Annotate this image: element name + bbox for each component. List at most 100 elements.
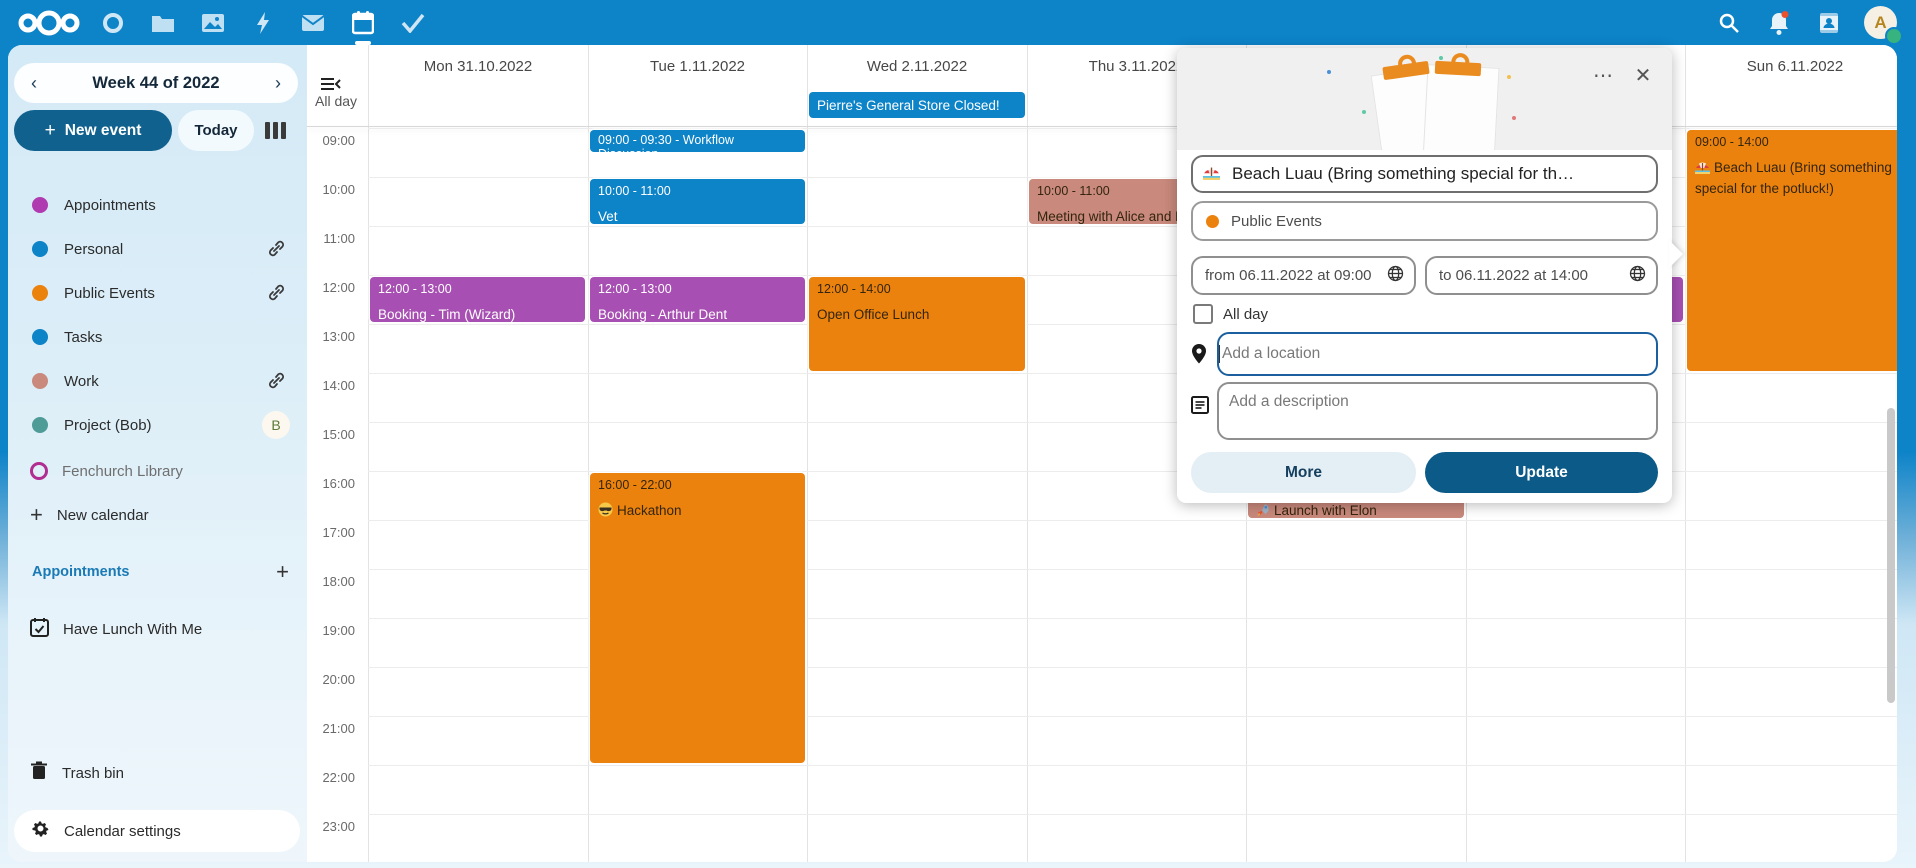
- search-icon[interactable]: [1714, 8, 1744, 38]
- time-label: 20:00: [322, 672, 355, 687]
- day-header[interactable]: Sun 6.11.2022: [1746, 57, 1844, 75]
- all-day-checkbox[interactable]: All day: [1193, 304, 1268, 324]
- calendar-picker-select[interactable]: Public Events: [1191, 201, 1658, 241]
- time-label: 14:00: [322, 378, 355, 393]
- event-booking-arthur[interactable]: 12:00 - 13:00 Booking - Arthur Dent: [590, 277, 805, 322]
- next-week-button[interactable]: ›: [275, 72, 281, 93]
- time-label: 12:00: [322, 280, 355, 295]
- sunglasses-emoji-icon: [598, 502, 613, 522]
- sidebar-calendar-project-bob[interactable]: Project (Bob) B: [14, 405, 300, 445]
- sidebar-calendar-tasks[interactable]: Tasks: [14, 317, 300, 357]
- day-header[interactable]: Wed 2.11.2022: [866, 57, 968, 75]
- vertical-scrollbar-thumb[interactable]: [1887, 408, 1895, 703]
- end-datetime-button[interactable]: to 06.11.2022 at 14:00: [1425, 256, 1658, 295]
- calendar-color-dot: [32, 417, 48, 433]
- new-calendar-button[interactable]: + New calendar: [30, 502, 149, 527]
- start-datetime-button[interactable]: from 06.11.2022 at 09:00: [1191, 256, 1416, 295]
- activity-app-icon[interactable]: [248, 8, 278, 38]
- time-label: 15:00: [322, 427, 355, 442]
- trash-icon: [31, 761, 47, 785]
- calendar-app-icon[interactable]: [348, 8, 378, 38]
- photos-app-icon[interactable]: [198, 8, 228, 38]
- calendar-color-dot: [32, 329, 48, 345]
- sidebar: ‹ Week 44 of 2022 › + New event Today Ap…: [8, 45, 307, 862]
- time-label: 23:00: [322, 819, 355, 834]
- tasks-app-icon[interactable]: [398, 8, 428, 38]
- time-label: 10:00: [322, 182, 355, 197]
- event-booking-tim[interactable]: 12:00 - 13:00 Booking - Tim (Wizard): [370, 277, 585, 322]
- allday-separator: [307, 126, 1897, 127]
- add-appointment-button[interactable]: +: [276, 559, 289, 584]
- location-input[interactable]: Add a location: [1217, 332, 1658, 376]
- plus-icon: +: [44, 119, 56, 141]
- event-editor-popup: ⋯ ✕ Beach Luau (Bring something special …: [1177, 48, 1672, 503]
- calendar-color-dot: [32, 197, 48, 213]
- avatar-initial: A: [1874, 12, 1887, 32]
- previous-week-button[interactable]: ‹: [31, 72, 37, 93]
- shared-by-avatar: B: [262, 411, 290, 439]
- close-icon[interactable]: ✕: [1634, 64, 1652, 87]
- time-label: 11:00: [323, 231, 355, 246]
- day-header[interactable]: Tue 1.11.2022: [649, 57, 746, 75]
- appointment-config-item[interactable]: Have Lunch With Me: [14, 609, 300, 649]
- share-link-icon: [267, 371, 286, 395]
- gear-icon: [31, 819, 50, 843]
- time-label: 22:00: [322, 770, 355, 785]
- mail-app-icon[interactable]: [298, 8, 328, 38]
- nextcloud-logo[interactable]: [18, 8, 80, 38]
- avatar[interactable]: A: [1864, 6, 1903, 45]
- time-label: 19:00: [322, 623, 355, 638]
- active-app-indicator: [355, 41, 371, 45]
- popup-more-actions-icon[interactable]: ⋯: [1593, 64, 1613, 87]
- calendar-settings-button[interactable]: Calendar settings: [14, 810, 300, 852]
- day-header[interactable]: Thu 3.11.2022: [1088, 57, 1185, 75]
- week-title: Week 44 of 2022: [92, 73, 220, 92]
- all-day-label: All day: [315, 93, 358, 109]
- popup-illustration: [1177, 48, 1672, 150]
- timezone-globe-icon[interactable]: [1387, 265, 1404, 286]
- sidebar-calendar-work[interactable]: Work: [14, 361, 300, 401]
- event-title-input[interactable]: Beach Luau (Bring something special for …: [1191, 155, 1658, 193]
- time-label: 09:00: [322, 133, 355, 148]
- sidebar-calendar-fenchurch-library[interactable]: Fenchurch Library: [14, 451, 300, 491]
- week-navigation: ‹ Week 44 of 2022 ›: [14, 63, 298, 103]
- text-caret: [1219, 345, 1220, 363]
- checkbox-unchecked[interactable]: [1193, 304, 1213, 324]
- time-label: 18:00: [322, 574, 355, 589]
- event-hackathon[interactable]: 16:00 - 22:00 Hackathon: [590, 473, 805, 763]
- calendar-color-dot: [32, 241, 48, 257]
- view-columns-toggle-icon[interactable]: [262, 119, 288, 141]
- trash-bin-button[interactable]: Trash bin: [14, 753, 300, 793]
- event-vet[interactable]: 10:00 - 11:00 Vet: [590, 179, 805, 224]
- timezone-globe-icon[interactable]: [1629, 265, 1646, 286]
- sidebar-calendar-public-events[interactable]: Public Events: [14, 273, 300, 313]
- event-beach-luau[interactable]: 09:00 - 14:00 Beach Luau (Bring somethin…: [1687, 130, 1897, 371]
- dashboard-app-icon[interactable]: [98, 8, 128, 38]
- allday-event[interactable]: Pierre's General Store Closed!: [809, 92, 1025, 118]
- event-open-office-lunch[interactable]: 12:00 - 14:00 Open Office Lunch: [809, 277, 1025, 371]
- more-button[interactable]: More: [1191, 452, 1416, 493]
- calendar-color-dot: [1206, 214, 1219, 228]
- sidebar-calendar-appointments[interactable]: Appointments: [14, 185, 300, 225]
- day-header[interactable]: Mon 31.10.2022: [423, 57, 533, 75]
- calendar-ring-dot: [30, 462, 48, 480]
- beach-emoji-icon: [1203, 163, 1220, 185]
- popup-arrow: [1669, 240, 1683, 268]
- event-workflow-discussion[interactable]: 09:00 - 09:30 - Workflow Discussion: [590, 130, 805, 152]
- time-label: 17:00: [322, 525, 355, 540]
- time-label: 16:00: [322, 476, 355, 491]
- new-event-button[interactable]: + New event: [14, 110, 172, 151]
- calendar-color-dot: [32, 285, 48, 301]
- share-link-icon: [267, 283, 286, 307]
- description-icon: [1191, 396, 1209, 419]
- sidebar-calendar-personal[interactable]: Personal: [14, 229, 300, 269]
- update-button[interactable]: Update: [1425, 452, 1658, 493]
- appointments-section-header: Appointments: [32, 564, 130, 580]
- files-app-icon[interactable]: [148, 8, 178, 38]
- notifications-bell-icon[interactable]: [1764, 8, 1794, 38]
- description-textarea[interactable]: Add a description: [1217, 382, 1658, 440]
- today-button[interactable]: Today: [178, 110, 254, 151]
- grid-menu-icon[interactable]: [321, 77, 341, 96]
- calendar-check-icon: [30, 617, 49, 642]
- contacts-app-icon[interactable]: [1814, 8, 1844, 38]
